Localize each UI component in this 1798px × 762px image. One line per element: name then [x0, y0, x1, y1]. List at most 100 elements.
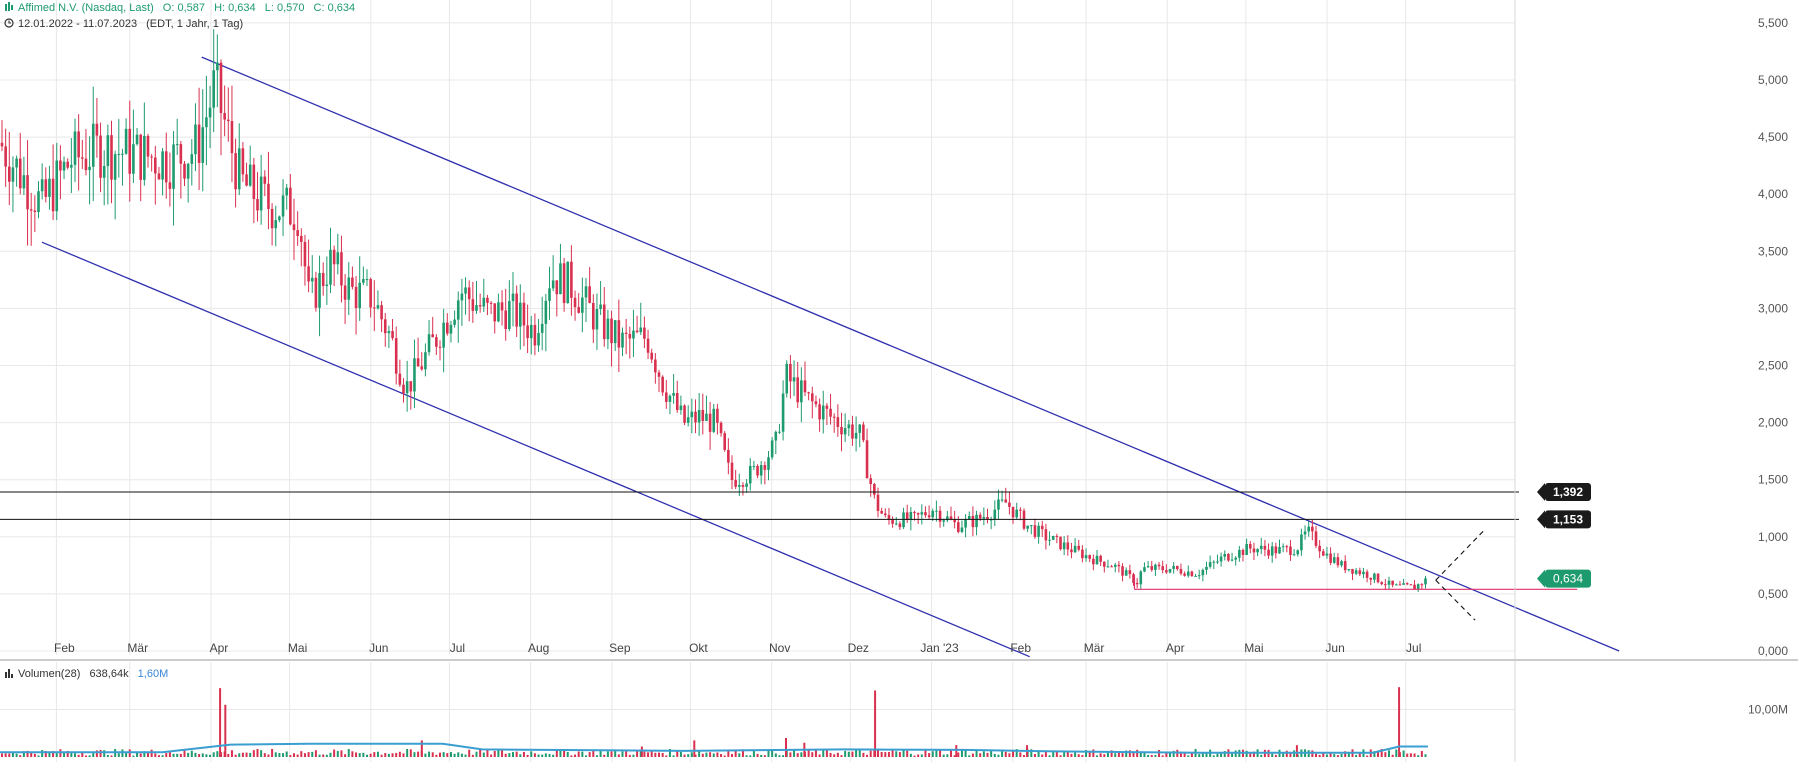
volume-bar: [413, 752, 416, 757]
candle: [1402, 578, 1405, 585]
candle-body: [756, 465, 759, 476]
candle-body: [424, 352, 427, 370]
candle: [398, 359, 402, 388]
candle-body: [1000, 499, 1004, 501]
candle: [234, 138, 237, 208]
candle: [40, 163, 44, 200]
candle: [584, 277, 588, 322]
volume-bar: [132, 755, 135, 757]
candle: [997, 489, 1000, 520]
candle: [708, 401, 712, 450]
candle: [646, 329, 650, 359]
candle-body: [431, 334, 434, 338]
candle-body: [292, 224, 296, 231]
candle: [515, 285, 518, 337]
candle-body: [245, 174, 248, 186]
volume-bar: [661, 753, 664, 757]
candle-body: [978, 514, 982, 519]
candle: [1033, 518, 1037, 539]
candle: [157, 166, 161, 180]
volume-bar: [1052, 751, 1055, 757]
volume-bar: [752, 750, 755, 757]
candle-body: [234, 153, 237, 190]
candle-body: [256, 199, 259, 211]
candle-body: [73, 131, 77, 165]
candle: [161, 147, 164, 196]
candle-body: [873, 484, 876, 495]
volume-bar: [814, 750, 817, 757]
candle: [1278, 539, 1281, 555]
candle-body: [581, 297, 584, 313]
volume-bar: [442, 752, 445, 757]
candle-body: [1095, 555, 1099, 565]
candle: [186, 162, 190, 203]
candle: [1380, 581, 1383, 586]
candle: [1190, 570, 1194, 577]
candle-body: [416, 358, 420, 367]
volume-bar: [595, 755, 598, 757]
volume-bar: [1169, 752, 1171, 757]
volume-spike-bar: [219, 688, 222, 757]
volume-bar: [37, 755, 40, 757]
candle-body: [686, 417, 690, 423]
volume-spike-bar: [1295, 745, 1298, 757]
candle: [1318, 540, 1321, 559]
candle: [832, 413, 836, 433]
candle-body: [143, 135, 146, 180]
candle: [1347, 569, 1351, 572]
volume-bar: [705, 752, 708, 757]
volume-bar: [48, 751, 51, 757]
candle: [467, 280, 471, 322]
y-tick-label: 5,500: [1758, 16, 1788, 30]
candle-body: [891, 518, 894, 524]
candle-body: [1186, 571, 1190, 576]
x-tick-label: Apr: [1166, 641, 1185, 655]
x-tick-label: Nov: [769, 641, 790, 655]
candle-body: [296, 230, 299, 236]
candle: [862, 421, 865, 443]
date-range[interactable]: 12.01.2022 - 11.07.2023 (EDT, 1 Jahr, 1 …: [4, 18, 243, 31]
volume-bar: [844, 750, 847, 757]
volume-bar: [1252, 751, 1255, 757]
volume-bar: [471, 754, 474, 757]
candle-body: [1212, 561, 1216, 563]
volume-bar: [990, 750, 993, 757]
candle-body: [77, 131, 80, 158]
candle-body: [1201, 569, 1205, 576]
candle: [986, 508, 989, 524]
candle: [559, 243, 562, 295]
candle: [665, 380, 668, 409]
candle: [482, 278, 486, 313]
candle: [51, 144, 55, 221]
candle: [873, 482, 876, 499]
candle-body: [321, 272, 325, 286]
candle: [1343, 555, 1347, 574]
candle: [730, 455, 734, 490]
candle: [456, 291, 460, 343]
candle-body: [997, 499, 1000, 510]
volume-bar: [1096, 755, 1098, 757]
candle: [48, 165, 51, 210]
candle-body: [628, 333, 632, 339]
candle-body: [1420, 584, 1424, 586]
volume-bar: [749, 755, 752, 757]
x-tick-label: Okt: [689, 641, 708, 655]
candle-body: [697, 409, 701, 423]
candle: [91, 86, 95, 202]
volume-bar: [424, 753, 427, 757]
volume-bar: [577, 751, 580, 757]
volume-bar: [1333, 754, 1336, 757]
volume-bar: [1201, 752, 1204, 757]
candle-body: [442, 322, 445, 348]
candle: [1219, 552, 1223, 567]
candle: [588, 267, 591, 304]
candle-body: [519, 302, 522, 327]
volume-bar: [1092, 749, 1095, 757]
candle-body: [920, 512, 924, 515]
volume-bar: [409, 749, 412, 757]
volume-value: 638,64k: [89, 668, 129, 680]
candle: [150, 154, 153, 172]
candle: [796, 362, 799, 409]
candle: [551, 255, 555, 292]
candle-body: [1413, 584, 1416, 590]
